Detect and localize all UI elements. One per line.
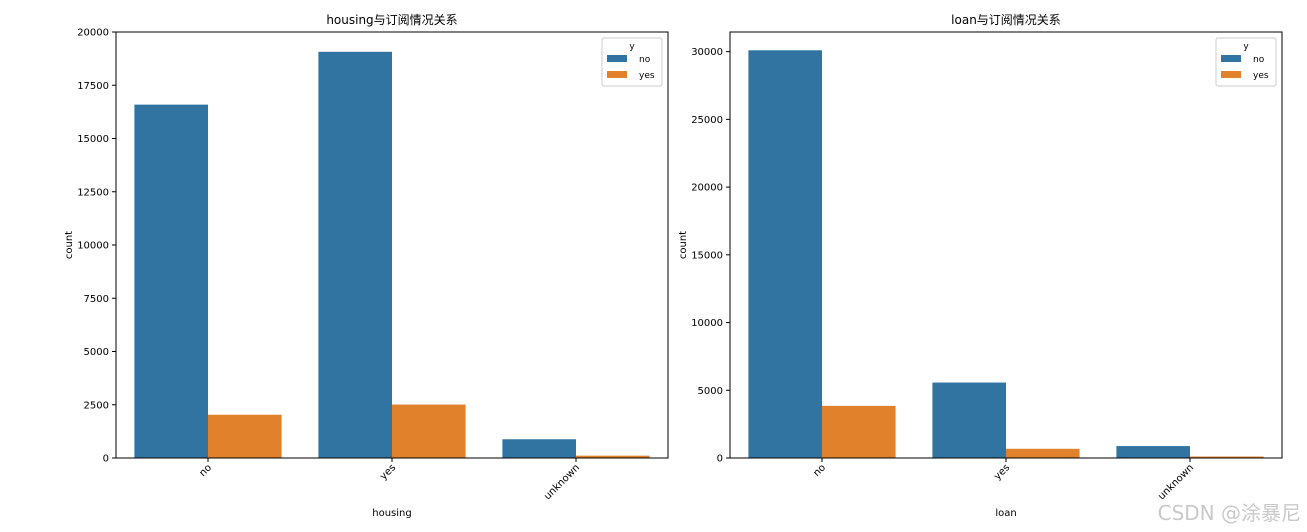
y-tick-label: 30000 <box>691 47 723 58</box>
bar-unknown-no <box>1116 446 1190 458</box>
y-tick-label: 2500 <box>84 400 109 411</box>
chart-title: housing与订阅情况关系 <box>326 13 457 27</box>
legend-label-yes: yes <box>1253 71 1269 81</box>
bar-yes-yes <box>392 404 466 458</box>
bar-unknown-yes <box>576 455 650 458</box>
bars <box>748 50 1264 459</box>
chart-title: loan与订阅情况关系 <box>951 13 1061 27</box>
chart-panel-loan: loan与订阅情况关系 0 5000 10000 15000 20000 25000 300… <box>678 13 1283 519</box>
legend-label-yes: yes <box>639 71 655 81</box>
x-ticks: no yes unknown <box>198 458 582 502</box>
legend-label-no: no <box>1253 55 1265 65</box>
bar-yes-no <box>318 51 392 459</box>
bar-no-no <box>748 50 822 459</box>
watermark: CSDN @涂暴尼 <box>1157 501 1301 525</box>
x-tick-label: yes <box>992 462 1012 482</box>
y-tick-label: 15000 <box>77 134 109 145</box>
y-tick-label: 10000 <box>77 241 109 252</box>
bar-no-no <box>134 104 208 459</box>
y-tick-label: 20000 <box>77 28 109 39</box>
legend-label-no: no <box>639 55 651 65</box>
x-tick-label: unknown <box>542 462 582 502</box>
x-tick-label: yes <box>378 462 398 482</box>
y-tick-label: 7500 <box>84 294 109 305</box>
legend: y no yes <box>601 37 663 87</box>
x-axis-label: housing <box>372 508 411 519</box>
legend: y no yes <box>1215 37 1277 87</box>
legend-swatch-no <box>1221 55 1241 62</box>
y-tick-label: 5000 <box>698 386 723 397</box>
x-axis-label: loan <box>995 508 1016 519</box>
legend-swatch-no <box>607 55 627 62</box>
legend-title: y <box>629 42 635 52</box>
y-ticks: 0 2500 5000 7500 10000 12500 15000 17500 20000 <box>77 28 116 465</box>
y-tick-label: 0 <box>103 454 109 465</box>
chart-panel-housing: housing与订阅情况关系 0 2500 5000 7500 10000 12500 15… <box>64 13 669 519</box>
y-tick-label: 17500 <box>77 81 109 92</box>
y-tick-label: 10000 <box>691 318 723 329</box>
bar-unknown-yes <box>1190 456 1264 458</box>
bar-no-yes <box>208 414 282 458</box>
y-axis-label: count <box>64 231 75 259</box>
y-tick-label: 0 <box>717 454 723 465</box>
y-tick-label: 5000 <box>84 347 109 358</box>
x-tick-label: no <box>812 462 829 479</box>
y-tick-label: 25000 <box>691 115 723 126</box>
x-ticks: no yes unknown <box>812 458 1196 502</box>
y-tick-label: 15000 <box>691 250 723 261</box>
y-axis-label: count <box>678 231 689 259</box>
y-tick-label: 12500 <box>77 187 109 198</box>
legend-title: y <box>1243 42 1249 52</box>
bar-unknown-no <box>502 439 576 458</box>
bar-no-yes <box>822 405 896 458</box>
x-tick-label: no <box>198 462 215 479</box>
bar-yes-no <box>932 382 1006 458</box>
bar-yes-yes <box>1006 448 1080 458</box>
y-ticks: 0 5000 10000 15000 20000 25000 30000 <box>691 47 730 465</box>
bars <box>134 51 650 459</box>
legend-swatch-yes <box>1221 71 1241 78</box>
y-tick-label: 20000 <box>691 183 723 194</box>
legend-swatch-yes <box>607 71 627 78</box>
